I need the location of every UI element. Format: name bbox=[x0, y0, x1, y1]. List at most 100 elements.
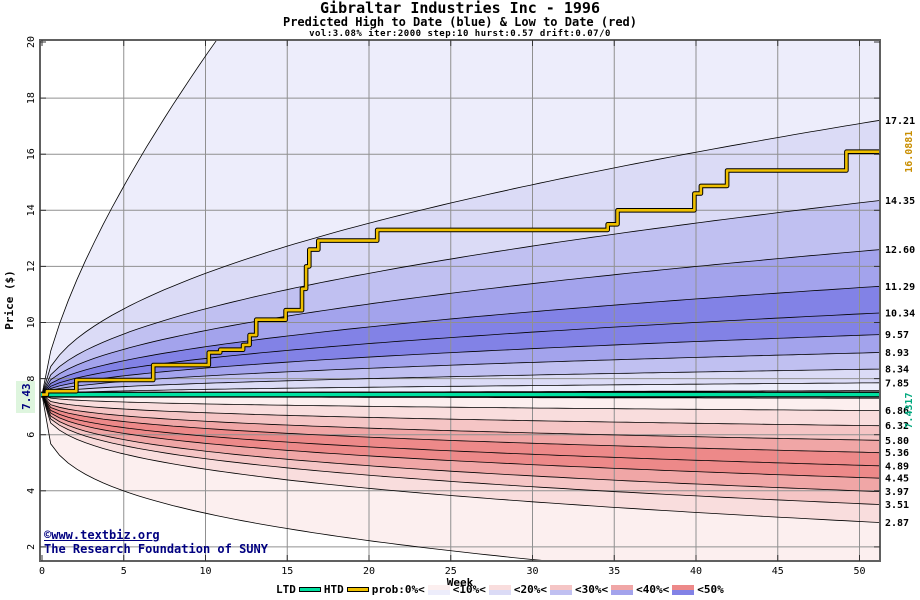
ltd-quantile-curve-8 bbox=[41, 394, 880, 505]
prob-swatch-0-10 bbox=[427, 584, 450, 595]
plot-border bbox=[39, 39, 881, 562]
y-tick-text-12: 12 bbox=[26, 260, 37, 272]
htd-band-2 bbox=[42, 352, 880, 395]
ltd-band-0 bbox=[42, 394, 880, 411]
ltd-band-4 bbox=[42, 394, 880, 466]
htd-quantile-curve-1 bbox=[41, 382, 880, 395]
htd-quantile-curve-9 bbox=[41, 119, 880, 395]
legend-prob-20: <20%< bbox=[513, 583, 547, 596]
legend-prob-0: prob:0%< bbox=[371, 583, 425, 596]
y-tick-label-12: 12 bbox=[26, 260, 37, 272]
quantile-label-8.93: 8.93 bbox=[885, 348, 909, 359]
ltd-quantile-curve-3 bbox=[41, 394, 880, 441]
htd-final-label: 16.0881 bbox=[904, 131, 915, 173]
x-tick-label-20: 20 bbox=[363, 566, 375, 577]
y-tick-label-16: 16 bbox=[26, 148, 37, 160]
legend-prob-50: <50% bbox=[697, 583, 724, 596]
ltd-band-8 bbox=[42, 394, 880, 523]
x-tick-label-45: 45 bbox=[772, 566, 784, 577]
quantile-label-4.89: 4.89 bbox=[885, 461, 909, 472]
quantile-label-8.34: 8.34 bbox=[885, 365, 909, 376]
ltd-band-3 bbox=[42, 394, 880, 453]
probability-bands bbox=[42, 40, 880, 561]
prob-swatch-10-20 bbox=[488, 584, 511, 595]
ltd-band-5 bbox=[42, 394, 880, 479]
y-tick-label-18: 18 bbox=[26, 92, 37, 104]
ltd-final-label-text: 7.4317 bbox=[904, 392, 915, 428]
prob-swatch-40-50 bbox=[672, 584, 695, 595]
tick-marks bbox=[40, 40, 880, 561]
x-tick-label-10: 10 bbox=[199, 566, 211, 577]
y-tick-text-6: 6 bbox=[26, 432, 37, 438]
legend-htd-label: HTD bbox=[323, 583, 344, 596]
chart-subtitle: Predicted High to Date (blue) & Low to D… bbox=[282, 15, 637, 29]
start-price-label-text: 7.43 bbox=[20, 383, 33, 410]
quantile-label-3.97: 3.97 bbox=[885, 487, 909, 498]
htd-quantile-curve-5 bbox=[41, 312, 880, 395]
start-price-label-bg bbox=[16, 381, 35, 413]
htd-quantile-curve-10 bbox=[41, 40, 218, 395]
quantile-label-9.57: 9.57 bbox=[885, 330, 909, 341]
htd-band-6 bbox=[42, 249, 880, 395]
x-tick-label-40: 40 bbox=[690, 566, 702, 577]
ltd-quantile-curve-2 bbox=[41, 394, 880, 427]
x-tick-label-5: 5 bbox=[121, 566, 127, 577]
legend-ltd-label: LTD bbox=[276, 583, 296, 596]
quantile-label-17.21: 17.21 bbox=[885, 116, 915, 127]
legend-prob-30: <30%< bbox=[574, 583, 609, 596]
quantile-label-12.60: 12.60 bbox=[885, 245, 915, 256]
htd-quantile-curve-4 bbox=[41, 334, 880, 395]
ltd-quantile-curve-1 bbox=[41, 394, 880, 411]
y-tick-label-20: 20 bbox=[26, 36, 37, 48]
y-tick-text-4: 4 bbox=[26, 488, 37, 494]
y-tick-text-18: 18 bbox=[26, 92, 37, 104]
y-axis-title: Price ($) bbox=[3, 270, 16, 330]
ltd-quantile-curve-5 bbox=[41, 394, 880, 467]
htd-band-4 bbox=[42, 313, 880, 395]
quantile-label-5.80: 5.80 bbox=[885, 436, 909, 447]
prob-swatch-30-40 bbox=[611, 584, 634, 595]
ltd-line-swatch bbox=[298, 587, 321, 592]
ltd-band-7 bbox=[42, 394, 880, 505]
legend: LTD HTD prob:0%< <10%< <20%< <30%< <40%<… bbox=[276, 583, 724, 596]
quantile-label-2.87: 2.87 bbox=[885, 518, 909, 529]
htd-quantile-curve-7 bbox=[41, 249, 880, 395]
quantile-label-7.85: 7.85 bbox=[885, 378, 909, 389]
quantile-label-11.29: 11.29 bbox=[885, 282, 915, 293]
page-title: Gibraltar Industries Inc - 1996 bbox=[320, 0, 600, 17]
ltd-final-label: 7.4317 bbox=[904, 392, 915, 428]
ltd-band-1 bbox=[42, 394, 880, 426]
ltd-band-6 bbox=[42, 394, 880, 492]
htd-quantile-curve-6 bbox=[41, 285, 880, 395]
start-price-label: 7.43 bbox=[20, 383, 33, 410]
htd-band-9 bbox=[42, 40, 880, 395]
x-tick-label-0: 0 bbox=[39, 566, 45, 577]
y-tick-text-14: 14 bbox=[26, 204, 37, 216]
htd-quantile-curve-8 bbox=[41, 200, 880, 395]
ltd-quantile-curve-7 bbox=[41, 394, 880, 492]
y-tick-text-8: 8 bbox=[26, 376, 37, 382]
htd-band-5 bbox=[42, 286, 880, 395]
y-tick-label-10: 10 bbox=[26, 316, 37, 328]
gridlines bbox=[40, 40, 880, 561]
prob-swatch-20-30 bbox=[549, 584, 572, 595]
watermark-url[interactable]: ©www.textbiz.org bbox=[44, 528, 160, 542]
x-tick-label-25: 25 bbox=[445, 566, 457, 577]
quantile-label-10.34: 10.34 bbox=[885, 308, 915, 319]
ltd-band-9 bbox=[42, 394, 880, 561]
htd-line-swatch bbox=[346, 587, 369, 592]
y-tick-text-10: 10 bbox=[26, 316, 37, 328]
x-tick-label-30: 30 bbox=[526, 566, 538, 577]
htd-final-label-text: 16.0881 bbox=[904, 131, 915, 173]
ltd-quantile-curve-9 bbox=[41, 394, 880, 523]
quantile-label-6.32: 6.32 bbox=[885, 421, 909, 432]
x-tick-label-35: 35 bbox=[608, 566, 620, 577]
quantile-label-14.35: 14.35 bbox=[885, 196, 915, 207]
legend-prob-40: <40%< bbox=[636, 583, 670, 596]
quantile-label-3.51: 3.51 bbox=[885, 500, 909, 511]
htd-band-8 bbox=[42, 120, 880, 395]
htd-band-7 bbox=[42, 200, 880, 395]
watermark-org: The Research Foundation of SUNY bbox=[44, 541, 268, 556]
